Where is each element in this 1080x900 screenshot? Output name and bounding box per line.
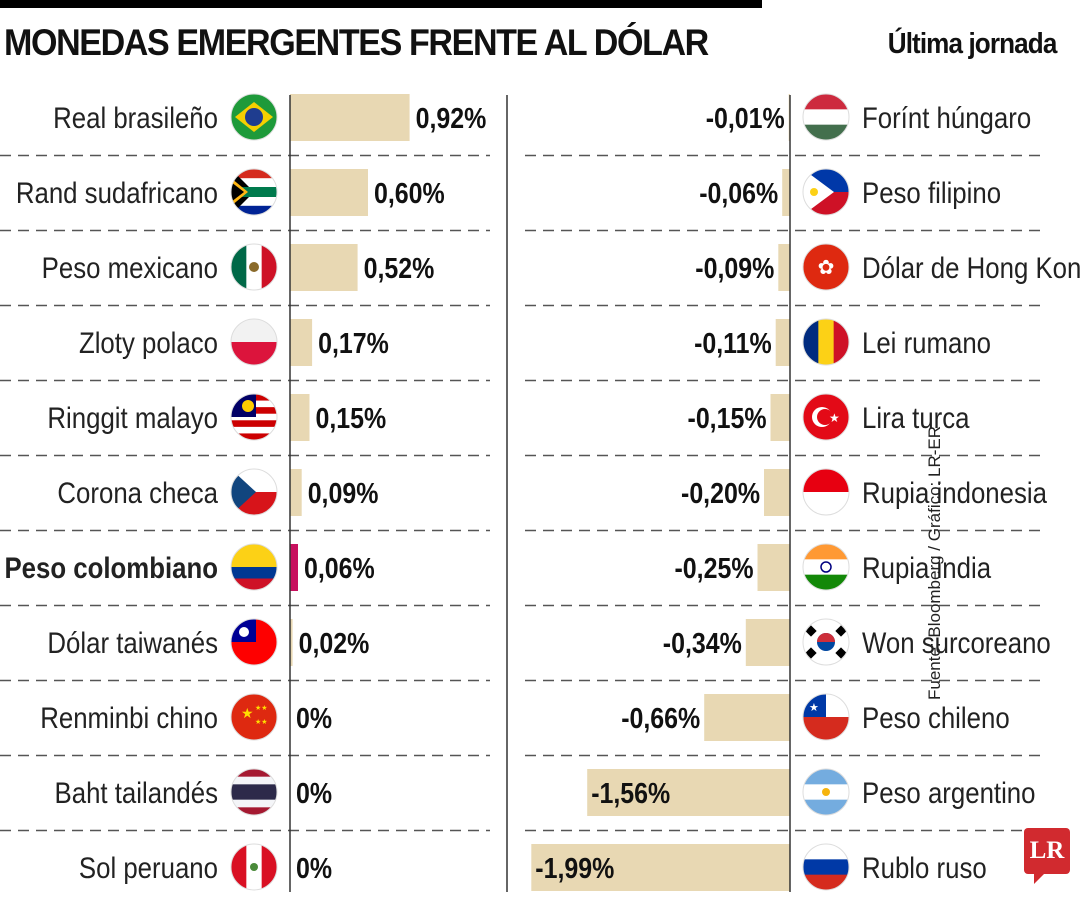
flag-hk-icon: ✿ bbox=[803, 244, 849, 290]
flag-cn-icon: ★ ★★★★ bbox=[231, 694, 277, 740]
flag-th-icon bbox=[231, 769, 277, 815]
top-rule bbox=[0, 0, 762, 8]
currency-label: Peso filipino bbox=[862, 176, 1001, 209]
bar bbox=[778, 244, 790, 291]
data-label: 0% bbox=[296, 702, 332, 734]
currency-label: Real brasileño bbox=[53, 101, 218, 134]
data-label: -0,11% bbox=[694, 327, 772, 359]
svg-text:★★: ★★ bbox=[255, 718, 268, 726]
data-label: -0,09% bbox=[695, 252, 774, 284]
currency-label: Peso argentino bbox=[862, 776, 1036, 809]
currency-label: Dólar taiwanés bbox=[47, 626, 218, 659]
data-label: -1,56% bbox=[591, 777, 670, 809]
currency-label: Forínt húngaro bbox=[862, 101, 1031, 134]
flag-ru-icon bbox=[803, 844, 849, 890]
currency-label: Peso mexicano bbox=[42, 251, 218, 284]
bar bbox=[531, 844, 790, 891]
flag-mx-icon bbox=[231, 244, 277, 290]
currency-label: Sol peruano bbox=[79, 851, 218, 884]
data-label: -0,01% bbox=[706, 102, 785, 134]
bar bbox=[290, 544, 298, 591]
currency-label: Rupia india bbox=[862, 551, 991, 584]
currency-label: Zloty polaco bbox=[79, 326, 218, 359]
flag-cl-icon: ★ bbox=[803, 694, 849, 740]
data-label: 0,17% bbox=[318, 327, 389, 359]
flag-tr-icon: ★ bbox=[803, 394, 849, 440]
currency-label: Dólar de Hong Kong bbox=[862, 251, 1080, 284]
flag-ph-icon bbox=[803, 169, 849, 215]
flag-in-icon bbox=[803, 544, 849, 590]
currency-label: Peso chileno bbox=[862, 701, 1010, 734]
flag-id-icon bbox=[803, 469, 849, 515]
data-label: 0,52% bbox=[364, 252, 435, 284]
bar bbox=[782, 169, 790, 216]
currency-label: Ringgit malayo bbox=[47, 401, 218, 434]
data-label: 0,06% bbox=[304, 552, 375, 584]
bar bbox=[745, 619, 790, 666]
data-label: 0,15% bbox=[316, 402, 387, 434]
bar bbox=[290, 319, 313, 366]
flag-tw-icon bbox=[231, 619, 277, 665]
data-label: -1,99% bbox=[535, 852, 614, 884]
flag-cz-icon bbox=[231, 469, 277, 515]
flag-hu-icon bbox=[803, 94, 849, 140]
bar bbox=[764, 469, 790, 516]
currency-label: Rupia indonesia bbox=[862, 476, 1047, 509]
currency-label: Baht tailandés bbox=[55, 776, 218, 809]
bar bbox=[775, 319, 790, 366]
flag-za-icon bbox=[231, 169, 277, 215]
data-label: -0,66% bbox=[621, 702, 700, 734]
data-label: -0,06% bbox=[699, 177, 778, 209]
flag-pe-icon bbox=[231, 844, 277, 890]
bar bbox=[290, 394, 310, 441]
flag-ar-icon bbox=[803, 769, 849, 815]
currency-label: Lira turca bbox=[862, 401, 970, 434]
flag-co-icon bbox=[231, 544, 277, 590]
currency-label: Rublo ruso bbox=[862, 851, 987, 884]
currency-label: Renminbi chino bbox=[40, 701, 218, 734]
bar bbox=[587, 769, 790, 816]
bar bbox=[290, 244, 358, 291]
bar bbox=[770, 394, 790, 441]
data-label: -0,15% bbox=[688, 402, 767, 434]
currency-label: Rand sudafricano bbox=[16, 176, 218, 209]
flag-ro-icon bbox=[803, 319, 849, 365]
bar bbox=[704, 694, 790, 741]
lr-logo: LR bbox=[1024, 828, 1070, 884]
data-label: -0,25% bbox=[675, 552, 754, 584]
data-label: 0,60% bbox=[374, 177, 445, 209]
data-label: -0,20% bbox=[681, 477, 760, 509]
bar bbox=[290, 94, 410, 141]
data-label: 0% bbox=[296, 777, 332, 809]
data-label: 0,92% bbox=[416, 102, 487, 134]
flag-pl-icon bbox=[231, 319, 277, 365]
data-label: -0,34% bbox=[663, 627, 742, 659]
bar bbox=[290, 169, 368, 216]
data-label: 0,02% bbox=[299, 627, 370, 659]
currency-label: Corona checa bbox=[57, 476, 218, 509]
svg-text:★★: ★★ bbox=[255, 704, 268, 712]
chart-subtitle: Última jornada bbox=[887, 28, 1057, 60]
flag-kr-icon bbox=[803, 619, 849, 665]
bar bbox=[757, 544, 790, 591]
flag-br-icon bbox=[231, 94, 277, 140]
svg-text:★: ★ bbox=[241, 705, 254, 721]
bar bbox=[290, 469, 302, 516]
data-label: 0,09% bbox=[308, 477, 379, 509]
data-label: 0% bbox=[296, 852, 332, 884]
currency-label: Peso colombiano bbox=[4, 551, 218, 584]
currency-label: Lei rumano bbox=[862, 326, 991, 359]
svg-text:★: ★ bbox=[809, 702, 819, 714]
chart-title: MONEDAS EMERGENTES FRENTE AL DÓLAR bbox=[4, 22, 709, 63]
source-note: Fuente: Bloomberg / Gráfico: LR-ER bbox=[924, 425, 944, 700]
svg-text:★: ★ bbox=[829, 411, 840, 425]
bar bbox=[290, 619, 293, 666]
currency-label: Won surcoreano bbox=[862, 626, 1051, 659]
svg-text:✿: ✿ bbox=[818, 257, 835, 279]
